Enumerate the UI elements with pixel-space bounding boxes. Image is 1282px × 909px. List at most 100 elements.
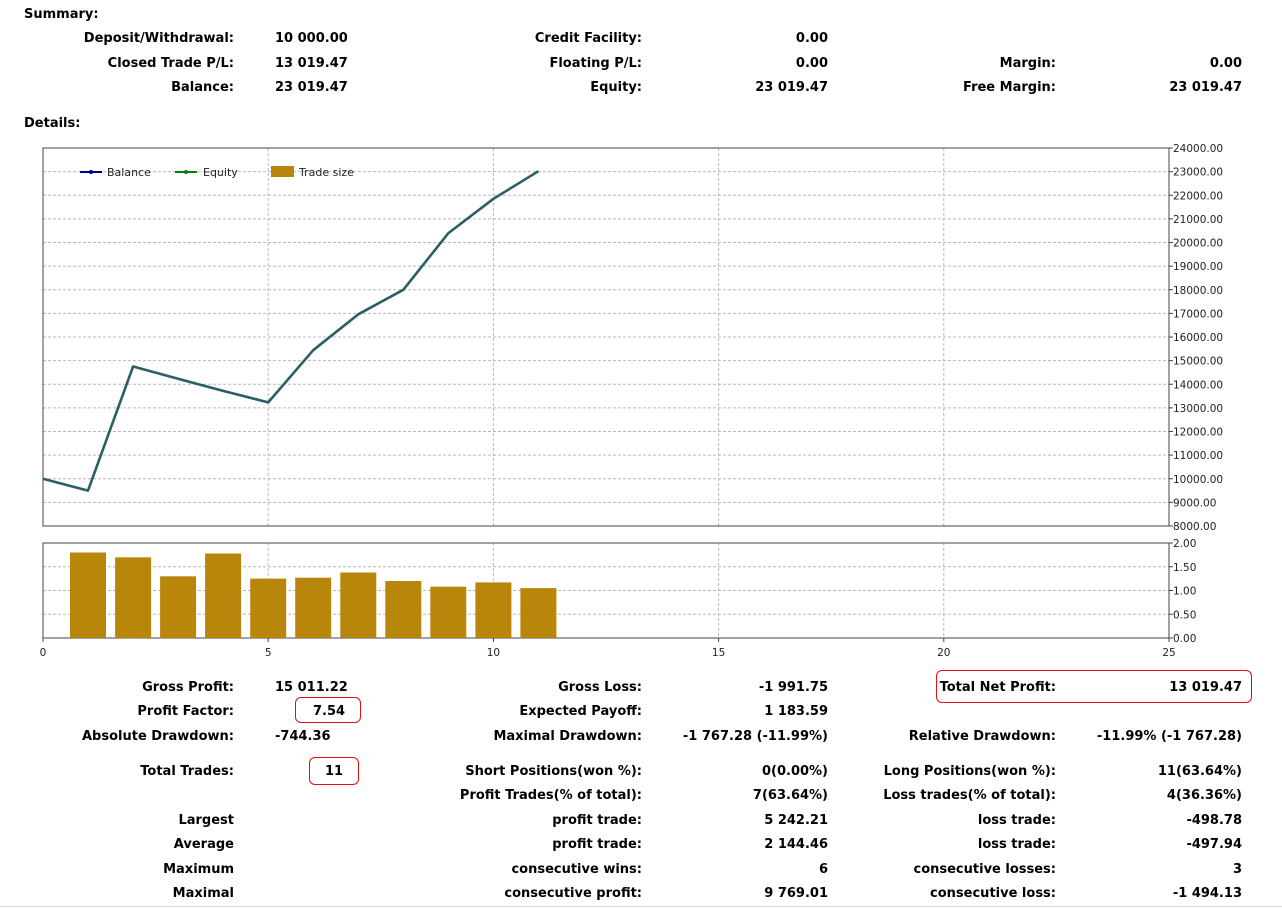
trade-size-bar — [520, 588, 557, 638]
profit-factor-value: 7.54 — [313, 704, 346, 719]
gross-profit-label: Gross Profit: — [142, 680, 234, 695]
credit-label: Credit Facility: — [534, 31, 642, 46]
average-label: Average — [173, 837, 234, 852]
legend-balance-label: Balance — [107, 166, 151, 179]
main-y-tick-label: 18000.00 — [1173, 285, 1223, 297]
trade-size-bar — [475, 582, 512, 638]
average-loss-value: -497.94 — [1186, 837, 1242, 852]
short-positions-label: Short Positions(won %): — [465, 764, 642, 779]
balance-chart: 8000.00 9000.00 10000.00 11000.00 12000.00 13… — [40, 143, 1223, 659]
gross-loss-label: Gross Loss: — [558, 680, 642, 695]
main-y-tick-label: 9000.00 — [1173, 497, 1216, 509]
main-y-tick-label: 12000.00 — [1173, 427, 1223, 439]
trade-size-bar — [115, 557, 152, 639]
long-positions-label: Long Positions(won %): — [883, 764, 1056, 779]
x-tick-label: 10 — [487, 647, 500, 659]
bar-y-tick-label: 0.50 — [1173, 609, 1196, 621]
main-y-tick-label: 8000.00 — [1173, 521, 1216, 533]
consecutive-profit-label: consecutive profit: — [504, 886, 642, 901]
closed-label: Closed Trade P/L: — [107, 56, 234, 71]
total-trades-value: 11 — [325, 764, 344, 779]
bar-y-tick-label: 1.50 — [1173, 562, 1196, 574]
main-y-tick-label: 11000.00 — [1173, 450, 1223, 462]
maximal-label: Maximal — [172, 886, 234, 901]
consecutive-loss-value: -1 494.13 — [1172, 886, 1242, 901]
largest-profit-value: 5 242.21 — [764, 813, 828, 828]
maximum-label: Maximum — [163, 862, 234, 877]
x-tick-label: 5 — [265, 647, 272, 659]
chart-legend: Balance Equity Trade size — [80, 166, 354, 179]
consecutive-wins-value: 6 — [818, 862, 828, 877]
floating-value: 0.00 — [795, 56, 828, 71]
margin-value: 0.00 — [1209, 56, 1242, 71]
main-y-tick-label: 14000.00 — [1173, 379, 1223, 391]
bar-y-tick-label: 2.00 — [1173, 538, 1196, 550]
free-margin-label: Free Margin: — [963, 80, 1056, 95]
main-y-tick-label: 21000.00 — [1173, 214, 1223, 226]
consecutive-wins-label: consecutive wins: — [511, 862, 642, 877]
trade-size-bar — [340, 572, 377, 638]
largest-loss-label: loss trade: — [977, 813, 1056, 828]
largest-profit-label: profit trade: — [552, 813, 642, 828]
main-y-tick-label: 16000.00 — [1173, 332, 1223, 344]
consecutive-losses-value: 3 — [1232, 862, 1242, 877]
long-positions-value: 11(63.64%) — [1157, 764, 1242, 779]
total-trades-highlight — [309, 757, 359, 785]
main-y-tick-label: 24000.00 — [1173, 143, 1223, 155]
legend-equity-marker — [184, 170, 188, 174]
floating-label: Floating P/L: — [549, 56, 642, 71]
maximal-drawdown-label: Maximal Drawdown: — [493, 729, 642, 744]
total-net-profit-label: Total Net Profit: — [939, 680, 1056, 695]
largest-label: Largest — [178, 813, 234, 828]
equity-value: 23 019.47 — [755, 80, 828, 95]
main-y-tick-label: 23000.00 — [1173, 167, 1223, 179]
x-tick-label: 0 — [40, 647, 47, 659]
relative-drawdown-value: -11.99% (-1 767.28) — [1096, 729, 1242, 744]
bar-chart-y-ticks: 0.00 0.50 1.00 1.50 2.00 — [1169, 538, 1196, 645]
legend-trade-size-swatch — [271, 166, 294, 177]
legend-trade-size-label: Trade size — [298, 166, 354, 179]
main-y-tick-label: 17000.00 — [1173, 308, 1223, 320]
bar-y-tick-label: 0.00 — [1173, 633, 1196, 645]
trade-size-bar — [385, 581, 422, 638]
x-tick-label: 25 — [1162, 647, 1175, 659]
gross-loss-value: -1 991.75 — [758, 680, 828, 695]
credit-value: 0.00 — [795, 31, 828, 46]
main-y-tick-label: 20000.00 — [1173, 238, 1223, 250]
equity-label: Equity: — [590, 80, 642, 95]
legend-equity-label: Equity — [203, 166, 238, 179]
expected-payoff-label: Expected Payoff: — [519, 704, 642, 719]
free-margin-value: 23 019.47 — [1169, 80, 1242, 95]
balance-line — [42, 170, 540, 492]
margin-label: Margin: — [999, 56, 1056, 71]
expected-payoff-value: 1 183.59 — [764, 704, 828, 719]
trade-size-bars — [70, 552, 557, 639]
deposit-value: 10 000.00 — [275, 31, 348, 46]
main-y-tick-label: 10000.00 — [1173, 474, 1223, 486]
loss-trades-value: 4(36.36%) — [1166, 788, 1242, 803]
balance-value: 23 019.47 — [275, 80, 348, 95]
details-title: Details: — [24, 116, 81, 131]
x-tick-label: 20 — [937, 647, 950, 659]
summary-title: Summary: — [24, 7, 99, 22]
average-profit-label: profit trade: — [552, 837, 642, 852]
closed-value: 13 019.47 — [275, 56, 348, 71]
trade-size-bar — [430, 586, 467, 638]
consecutive-loss-label: consecutive loss: — [930, 886, 1056, 901]
main-y-tick-label: 13000.00 — [1173, 403, 1223, 415]
short-positions-value: 0(0.00%) — [761, 764, 828, 779]
legend-balance-marker — [89, 170, 93, 174]
main-chart-grid — [43, 148, 1169, 526]
consecutive-losses-label: consecutive losses: — [913, 862, 1056, 877]
balance-label: Balance: — [171, 80, 234, 95]
profit-trades-value: 7(63.64%) — [752, 788, 828, 803]
loss-trades-label: Loss trades(% of total): — [883, 788, 1056, 803]
main-chart-y-ticks: 8000.00 9000.00 10000.00 11000.00 12000.00 13… — [1169, 143, 1223, 533]
average-profit-value: 2 144.46 — [764, 837, 828, 852]
main-y-tick-label: 19000.00 — [1173, 261, 1223, 273]
largest-loss-value: -498.78 — [1186, 813, 1242, 828]
gross-profit-value: 15 011.22 — [275, 680, 348, 695]
profit-factor-label: Profit Factor: — [137, 704, 234, 719]
trade-size-bar — [250, 578, 287, 638]
average-loss-label: loss trade: — [977, 837, 1056, 852]
